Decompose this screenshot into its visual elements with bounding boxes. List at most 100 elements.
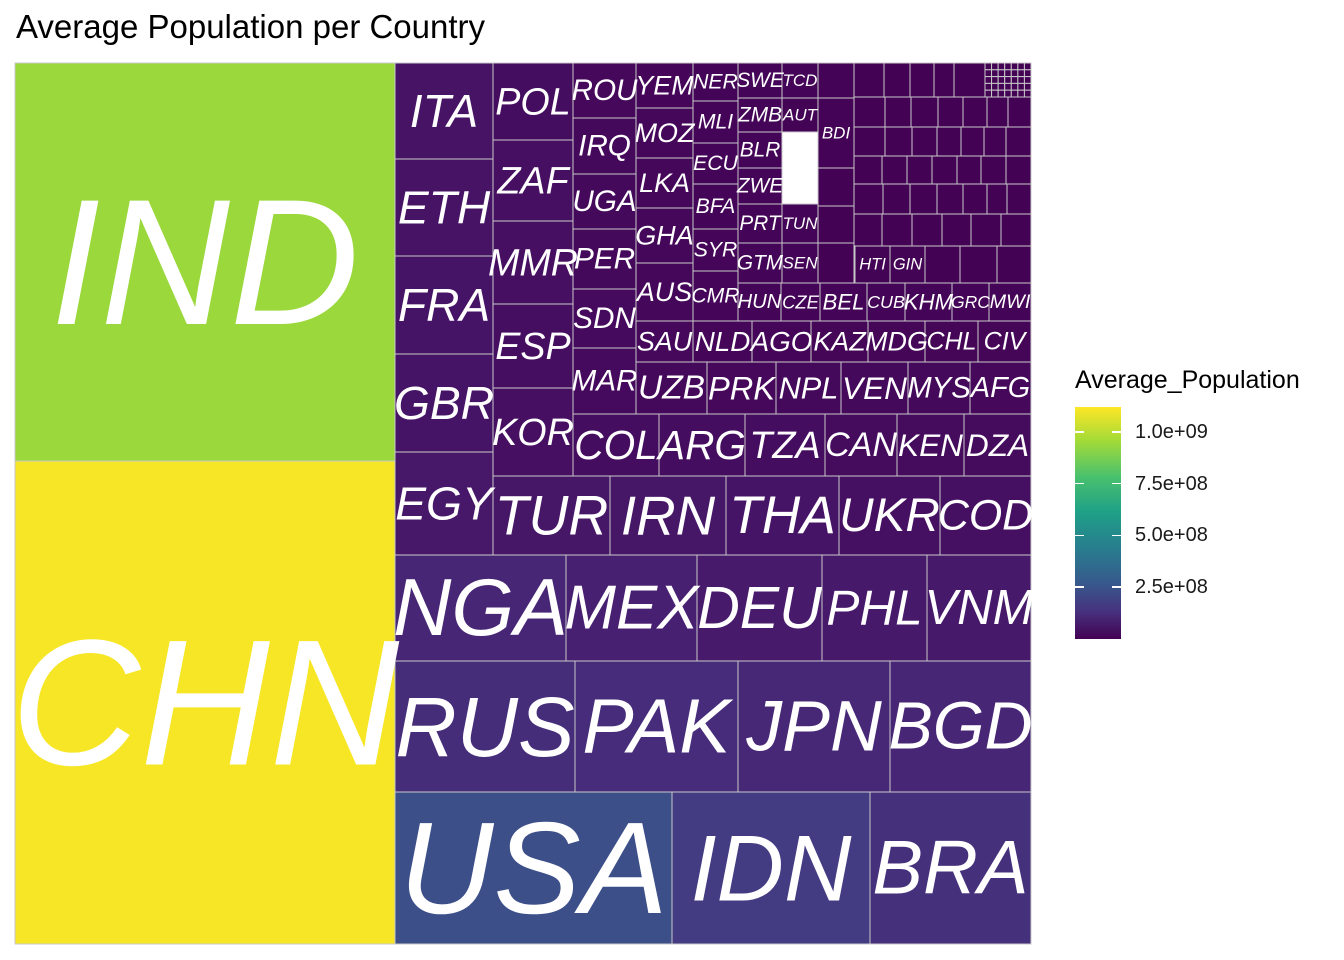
treemap-label-grc: GRC — [951, 292, 990, 312]
treemap-cell-aut — [781, 97, 819, 133]
treemap-label-aus: AUS — [635, 277, 692, 307]
treemap-cell-mli — [692, 100, 739, 144]
treemap-cell-swe — [737, 62, 783, 99]
treemap-label-tur: TUR — [495, 485, 608, 547]
treemap-cell-unlabeled — [986, 96, 1009, 128]
treemap-cell-mwi — [988, 282, 1032, 322]
treemap-cell-unlabeled — [991, 76, 999, 84]
treemap-cell-hun — [737, 282, 782, 322]
treemap-label-civ: CIV — [984, 328, 1028, 356]
treemap-label-cze: CZE — [782, 292, 820, 313]
treemap-cell-vnm — [926, 554, 1032, 662]
treemap-cell-pol — [492, 62, 574, 141]
treemap-cell-unlabeled — [997, 89, 1006, 98]
treemap-cell-gtm — [737, 242, 783, 284]
legend-tick-mark — [1112, 586, 1121, 588]
treemap-label-vnm: VNM — [924, 581, 1033, 635]
treemap-cell-unlabeled — [883, 62, 911, 98]
treemap-cell-esp — [492, 303, 574, 389]
treemap-cell-gin — [889, 245, 926, 284]
treemap-cell-tza — [744, 413, 826, 477]
treemap-cell-ago — [751, 320, 812, 363]
treemap-label-blr: BLR — [740, 139, 780, 162]
treemap-cell-unlabeled — [984, 62, 993, 71]
treemap-cell-kaz — [810, 320, 869, 363]
treemap-label-sdn: SDN — [573, 302, 636, 335]
treemap-label-tcd: TCD — [783, 71, 818, 90]
treemap-cell-unlabeled — [853, 96, 886, 128]
treemap-label-gtm: GTM — [737, 252, 784, 275]
treemap-label-mli: MLI — [698, 111, 733, 134]
treemap-cell-unlabeled — [953, 62, 986, 98]
legend-tick-label: 5.0e+08 — [1135, 524, 1208, 547]
treemap-cell-unlabeled — [956, 155, 982, 185]
treemap-label-ven: VEN — [842, 370, 907, 406]
treemap-cell-ind — [14, 62, 396, 462]
treemap-cell-unlabeled — [984, 76, 993, 84]
treemap-cell-unlabeled — [1004, 76, 1012, 84]
treemap-label-uzb: UZB — [638, 370, 705, 407]
treemap-cell-grc — [951, 282, 990, 322]
treemap-cell-unlabeled — [931, 155, 958, 185]
treemap-cell-unlabeled — [1023, 76, 1032, 84]
treemap-cell-cod — [939, 475, 1032, 556]
treemap-cell-unlabeled — [817, 205, 855, 244]
treemap-label-rou: ROU — [572, 74, 639, 107]
treemap-label-gha: GHA — [635, 221, 693, 251]
treemap-label-bfa: BFA — [696, 195, 736, 218]
treemap-label-fra: FRA — [398, 279, 490, 331]
treemap-cell-bfa — [692, 183, 739, 230]
treemap-cell-aus — [635, 262, 694, 322]
treemap-cell-unlabeled — [910, 96, 939, 128]
treemap-cell-unlabeled — [882, 183, 911, 215]
treemap-label-dza: DZA — [966, 427, 1029, 463]
treemap-label-ken: KEN — [898, 427, 963, 463]
treemap-label-hun: HUN — [738, 291, 782, 313]
treemap-label-mar: MAR — [572, 365, 638, 398]
treemap-cell-dza — [963, 413, 1032, 477]
treemap-cell-prt — [737, 203, 783, 244]
chart-title: Average Population per Country — [16, 8, 486, 45]
treemap-label-mys: MYS — [907, 372, 971, 405]
treemap-cell-unlabeled — [1010, 76, 1019, 84]
treemap-cell-unlabeled — [853, 62, 885, 98]
treemap-label-ago: AGO — [749, 326, 813, 357]
treemap-cell-unlabeled — [817, 242, 855, 284]
treemap-label-mwi: MWI — [990, 291, 1031, 313]
legend-tick-mark — [1112, 482, 1121, 485]
treemap-cell-unlabeled — [1023, 82, 1032, 91]
treemap-label-zmb: ZMB — [737, 104, 782, 127]
treemap-cell-unlabeled — [1004, 62, 1012, 71]
treemap-cell-unlabeled — [1010, 89, 1019, 98]
treemap-cell-unlabeled — [997, 76, 1006, 84]
treemap-label-pak: PAK — [582, 684, 734, 770]
treemap-cell-khm — [904, 282, 953, 322]
treemap-label-cod: COD — [938, 492, 1033, 540]
treemap-cell-syr — [692, 228, 739, 272]
treemap-label-gbr: GBR — [394, 377, 494, 429]
treemap-cell-unlabeled — [984, 69, 993, 78]
treemap-label-tun: TUN — [783, 214, 819, 233]
treemap-cell-unlabeled — [911, 213, 943, 247]
treemap-label-npl: NPL — [779, 371, 839, 406]
legend-tick-label: 7.5e+08 — [1135, 472, 1208, 495]
treemap-cell-egy — [394, 451, 494, 556]
treemap-label-rus: RUS — [395, 679, 574, 774]
treemap-label-ita: ITA — [410, 85, 478, 137]
treemap-label-swe: SWE — [736, 69, 785, 92]
treemap-cell-unlabeled — [996, 245, 1032, 284]
treemap-cell-unlabeled — [884, 96, 912, 128]
treemap-cell-sdn — [572, 288, 637, 349]
legend-tick-mark — [1075, 482, 1084, 485]
treemap-cell-unlabeled — [1000, 213, 1032, 247]
treemap-cell-rus — [394, 660, 576, 793]
treemap-cell-gha — [635, 207, 694, 264]
treemap-cell-yem — [635, 62, 694, 109]
treemap-cell-unlabeled — [936, 126, 962, 157]
treemap-label-bel: BEL — [823, 290, 865, 315]
treemap-cell-unlabeled — [991, 62, 999, 71]
treemap-label-phl: PHL — [826, 581, 922, 636]
treemap-cell-unlabeled — [941, 213, 972, 247]
treemap-label-nld: NLD — [695, 326, 751, 357]
